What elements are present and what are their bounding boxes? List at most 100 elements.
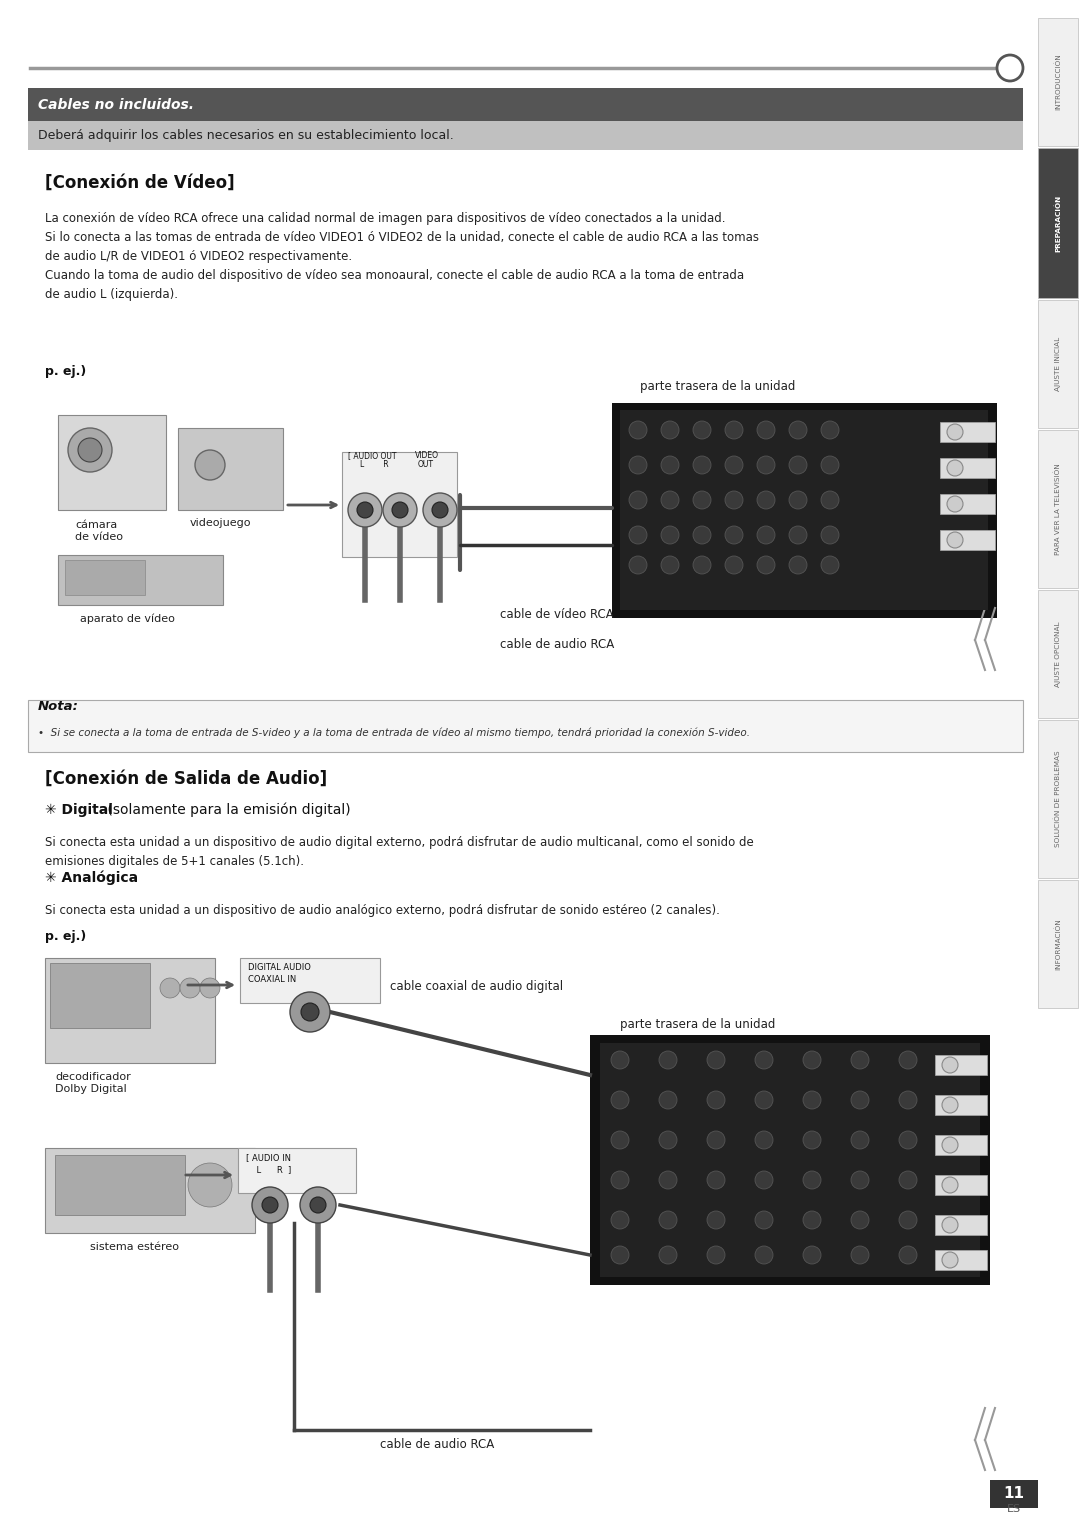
- Circle shape: [423, 493, 457, 526]
- Circle shape: [200, 978, 220, 998]
- Circle shape: [300, 1187, 336, 1222]
- Bar: [1038, 301, 1078, 427]
- Text: sistema estéreo: sistema estéreo: [90, 1242, 179, 1251]
- Circle shape: [693, 526, 711, 543]
- Circle shape: [757, 555, 775, 574]
- Circle shape: [789, 526, 807, 543]
- Circle shape: [693, 421, 711, 439]
- Circle shape: [693, 491, 711, 510]
- Text: cámara
de vídeo: cámara de vídeo: [75, 520, 123, 542]
- Text: [Conexión de Vídeo]: [Conexión de Vídeo]: [45, 174, 234, 192]
- Circle shape: [693, 456, 711, 475]
- Circle shape: [348, 493, 382, 526]
- Text: cable de audio RCA: cable de audio RCA: [500, 638, 615, 652]
- Circle shape: [789, 555, 807, 574]
- Bar: [240, 958, 380, 1003]
- Circle shape: [851, 1131, 869, 1149]
- Bar: [940, 530, 995, 549]
- Circle shape: [629, 555, 647, 574]
- Circle shape: [804, 1091, 821, 1109]
- Circle shape: [757, 456, 775, 475]
- Circle shape: [195, 450, 225, 481]
- Circle shape: [611, 1212, 629, 1228]
- Circle shape: [611, 1131, 629, 1149]
- Circle shape: [851, 1247, 869, 1264]
- Bar: [45, 958, 215, 1064]
- Text: INFORMACIÓN: INFORMACIÓN: [1055, 919, 1062, 971]
- Text: SOLUCIÓN DE PROBLEMAS: SOLUCIÓN DE PROBLEMAS: [1055, 751, 1062, 847]
- Circle shape: [68, 427, 112, 472]
- Bar: [620, 410, 988, 610]
- Circle shape: [789, 421, 807, 439]
- Circle shape: [947, 459, 963, 476]
- Bar: [45, 1148, 255, 1233]
- Text: [Conexión de Salida de Audio]: [Conexión de Salida de Audio]: [45, 771, 327, 787]
- Circle shape: [851, 1091, 869, 1109]
- Bar: [935, 1215, 987, 1235]
- Circle shape: [160, 978, 180, 998]
- Text: p. ej.): p. ej.): [45, 365, 86, 378]
- Circle shape: [804, 1212, 821, 1228]
- Circle shape: [262, 1196, 278, 1213]
- Text: OUT: OUT: [418, 459, 434, 468]
- Circle shape: [942, 1137, 958, 1154]
- Bar: [65, 560, 145, 595]
- Bar: [940, 423, 995, 443]
- Circle shape: [432, 502, 448, 517]
- Circle shape: [947, 424, 963, 439]
- Circle shape: [661, 491, 679, 510]
- Bar: [50, 963, 150, 1029]
- Circle shape: [707, 1247, 725, 1264]
- Bar: [238, 1148, 356, 1193]
- Circle shape: [851, 1212, 869, 1228]
- Circle shape: [804, 1051, 821, 1070]
- Text: ✳ Analógica: ✳ Analógica: [45, 870, 138, 885]
- Circle shape: [301, 1003, 319, 1021]
- Text: aparato de vídeo: aparato de vídeo: [80, 613, 175, 624]
- Circle shape: [611, 1051, 629, 1070]
- Circle shape: [661, 456, 679, 475]
- Bar: [590, 1035, 990, 1285]
- Circle shape: [821, 555, 839, 574]
- Bar: [600, 1042, 980, 1277]
- Circle shape: [629, 526, 647, 543]
- Bar: [58, 555, 222, 604]
- Circle shape: [755, 1091, 773, 1109]
- Bar: [178, 427, 283, 510]
- Text: Nota:: Nota:: [38, 700, 79, 713]
- Bar: [940, 494, 995, 514]
- Circle shape: [804, 1247, 821, 1264]
- Circle shape: [611, 1091, 629, 1109]
- Circle shape: [899, 1247, 917, 1264]
- Circle shape: [821, 456, 839, 475]
- Circle shape: [757, 491, 775, 510]
- Circle shape: [659, 1247, 677, 1264]
- Circle shape: [821, 421, 839, 439]
- Text: INTRODUCCIÓN: INTRODUCCIÓN: [1055, 53, 1062, 110]
- Text: [ AUDIO OUT: [ AUDIO OUT: [348, 452, 396, 459]
- Circle shape: [942, 1097, 958, 1112]
- Bar: [28, 700, 1023, 752]
- Bar: [990, 1480, 1038, 1508]
- Bar: [1038, 18, 1078, 146]
- Text: ES: ES: [1007, 1505, 1021, 1514]
- Circle shape: [180, 978, 200, 998]
- Text: PREPARACIÓN: PREPARACIÓN: [1055, 194, 1062, 252]
- Text: (solamente para la emisión digital): (solamente para la emisión digital): [103, 803, 351, 816]
- Text: AJUSTE INICIAL: AJUSTE INICIAL: [1055, 337, 1061, 391]
- Text: La conexión de vídeo RCA ofrece una calidad normal de imagen para dispositivos d: La conexión de vídeo RCA ofrece una cali…: [45, 212, 759, 301]
- Circle shape: [725, 491, 743, 510]
- Text: [ AUDIO IN
    L      R  ]: [ AUDIO IN L R ]: [246, 1154, 292, 1175]
- Circle shape: [757, 526, 775, 543]
- Circle shape: [659, 1170, 677, 1189]
- Text: DIGITAL AUDIO
COAXIAL IN: DIGITAL AUDIO COAXIAL IN: [248, 963, 311, 984]
- Circle shape: [755, 1212, 773, 1228]
- Circle shape: [725, 526, 743, 543]
- Circle shape: [659, 1091, 677, 1109]
- Circle shape: [725, 421, 743, 439]
- Bar: [58, 415, 166, 510]
- Bar: [612, 403, 997, 618]
- Circle shape: [942, 1251, 958, 1268]
- Circle shape: [661, 526, 679, 543]
- Text: •  Si se conecta a la toma de entrada de S-video y a la toma de entrada de vídeo: • Si se conecta a la toma de entrada de …: [38, 728, 750, 739]
